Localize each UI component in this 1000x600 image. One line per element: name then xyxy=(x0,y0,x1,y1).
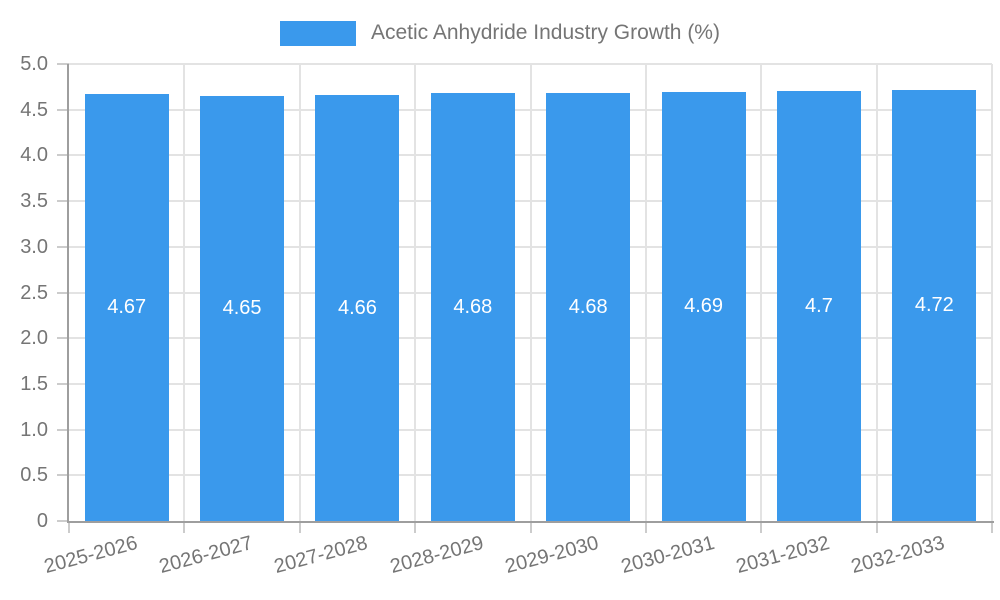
y-axis-tick xyxy=(57,337,69,340)
y-axis-tick-label: 0.5 xyxy=(20,464,48,487)
vertical-gridline xyxy=(414,64,417,521)
y-axis-tick-label: 4.5 xyxy=(20,98,48,121)
bar[interactable]: 4.68 xyxy=(430,93,515,521)
bar-value-label: 4.67 xyxy=(107,296,147,319)
vertical-gridline xyxy=(644,64,647,521)
vertical-gridline xyxy=(991,64,993,521)
y-axis-tick-label: 4.0 xyxy=(20,144,48,167)
y-axis-tick xyxy=(57,245,69,248)
bar[interactable]: 4.7 xyxy=(776,91,861,521)
y-axis-tick xyxy=(57,520,69,522)
x-axis-tick xyxy=(644,521,647,533)
bar-value-label: 4.68 xyxy=(568,295,608,318)
vertical-gridline xyxy=(298,64,301,521)
x-axis-tick xyxy=(68,521,70,533)
bar[interactable]: 4.66 xyxy=(315,95,400,521)
legend-label: Acetic Anhydride Industry Growth (%) xyxy=(371,21,720,44)
y-axis-tick-label: 5.0 xyxy=(20,53,48,75)
legend-swatch xyxy=(280,20,356,46)
y-axis-tick xyxy=(57,474,69,477)
y-axis-tick-label: 1.0 xyxy=(20,418,48,441)
y-axis-tick xyxy=(57,108,69,111)
y-axis-tick xyxy=(57,154,69,157)
vertical-gridline xyxy=(760,64,763,521)
x-axis-tick xyxy=(183,521,186,533)
bar-value-label: 4.72 xyxy=(914,293,954,316)
bar-value-label: 4.65 xyxy=(222,296,262,319)
y-axis-line xyxy=(67,64,69,523)
y-axis-tick-label: 1.5 xyxy=(20,372,48,395)
plot-area: 0 0.5 1.0 1.5 2.0 2.5 3.0 3.5 4.0 4.5 5.0 4.67 4.65 4… xyxy=(20,53,994,578)
y-axis-tick xyxy=(57,63,69,65)
x-axis-tick xyxy=(298,521,301,533)
y-axis-tick xyxy=(57,382,69,385)
y-axis-tick xyxy=(57,291,69,294)
x-axis-tick xyxy=(529,521,532,533)
y-axis-tick-label: 0 xyxy=(36,510,48,532)
y-axis-tick-label: 3.0 xyxy=(20,235,48,258)
bar[interactable]: 4.68 xyxy=(546,93,631,521)
bar-value-label: 4.68 xyxy=(453,295,493,318)
y-axis-tick-label: 2.0 xyxy=(20,327,48,350)
vertical-gridline xyxy=(183,64,186,521)
bar[interactable]: 4.69 xyxy=(661,92,746,521)
x-axis-tick xyxy=(875,521,878,533)
bar-value-label: 4.7 xyxy=(805,294,833,317)
y-axis-tick xyxy=(57,200,69,203)
vertical-gridline xyxy=(529,64,532,521)
bar[interactable]: 4.65 xyxy=(200,95,285,521)
x-axis-tick xyxy=(991,521,993,533)
legend[interactable]: Acetic Anhydride Industry Growth (%) xyxy=(0,16,1000,50)
y-axis-tick xyxy=(57,428,69,431)
y-axis-tick-label: 3.5 xyxy=(20,190,48,213)
bar-value-label: 4.66 xyxy=(337,296,377,319)
x-axis-tick xyxy=(760,521,763,533)
bar[interactable]: 4.67 xyxy=(84,94,169,521)
y-axis-tick-label: 2.5 xyxy=(20,281,48,304)
vertical-gridline xyxy=(875,64,878,521)
bar[interactable]: 4.72 xyxy=(892,89,977,521)
bar-value-label: 4.69 xyxy=(684,295,724,318)
x-axis-tick xyxy=(414,521,417,533)
x-axis-line xyxy=(67,521,994,523)
